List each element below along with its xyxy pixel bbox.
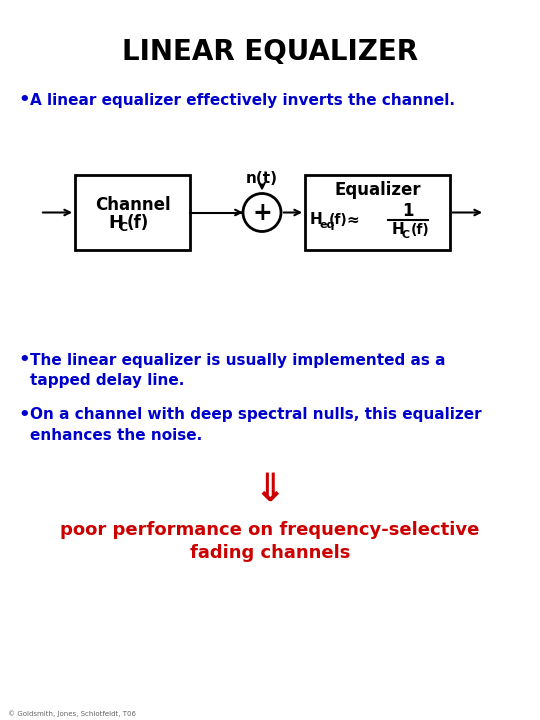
- Text: •: •: [18, 406, 30, 424]
- Text: enhances the noise.: enhances the noise.: [30, 428, 202, 443]
- Text: n(t): n(t): [246, 171, 278, 186]
- Text: H: H: [392, 222, 405, 238]
- Text: C: C: [118, 221, 127, 234]
- Text: The linear equalizer is usually implemented as a: The linear equalizer is usually implemen…: [30, 353, 445, 367]
- Text: •: •: [18, 351, 30, 369]
- Text: Channel: Channel: [94, 196, 170, 214]
- Text: •: •: [18, 91, 30, 109]
- Text: H: H: [109, 214, 124, 232]
- Circle shape: [243, 194, 281, 232]
- Text: C: C: [402, 230, 410, 240]
- Text: Equalizer: Equalizer: [334, 181, 421, 199]
- Text: poor performance on frequency-selective: poor performance on frequency-selective: [60, 521, 480, 539]
- Text: H: H: [310, 212, 323, 228]
- Text: © Goldsmith, Jones, Schlotfeldt, T06: © Goldsmith, Jones, Schlotfeldt, T06: [8, 711, 136, 717]
- Text: 1: 1: [402, 202, 414, 220]
- Text: On a channel with deep spectral nulls, this equalizer: On a channel with deep spectral nulls, t…: [30, 408, 482, 423]
- Text: tapped delay line.: tapped delay line.: [30, 372, 184, 387]
- Text: (f): (f): [126, 214, 149, 232]
- Text: fading channels: fading channels: [190, 544, 350, 562]
- Bar: [75, 175, 190, 250]
- Text: +: +: [252, 200, 272, 225]
- Text: ⇓: ⇓: [254, 471, 286, 509]
- Text: (f): (f): [329, 213, 348, 227]
- Text: (f): (f): [411, 223, 430, 237]
- Text: eq: eq: [319, 220, 334, 230]
- Text: A linear equalizer effectively inverts the channel.: A linear equalizer effectively inverts t…: [30, 92, 455, 107]
- Bar: [305, 175, 450, 250]
- Text: ≈: ≈: [346, 212, 359, 228]
- Text: LINEAR EQUALIZER: LINEAR EQUALIZER: [122, 38, 418, 66]
